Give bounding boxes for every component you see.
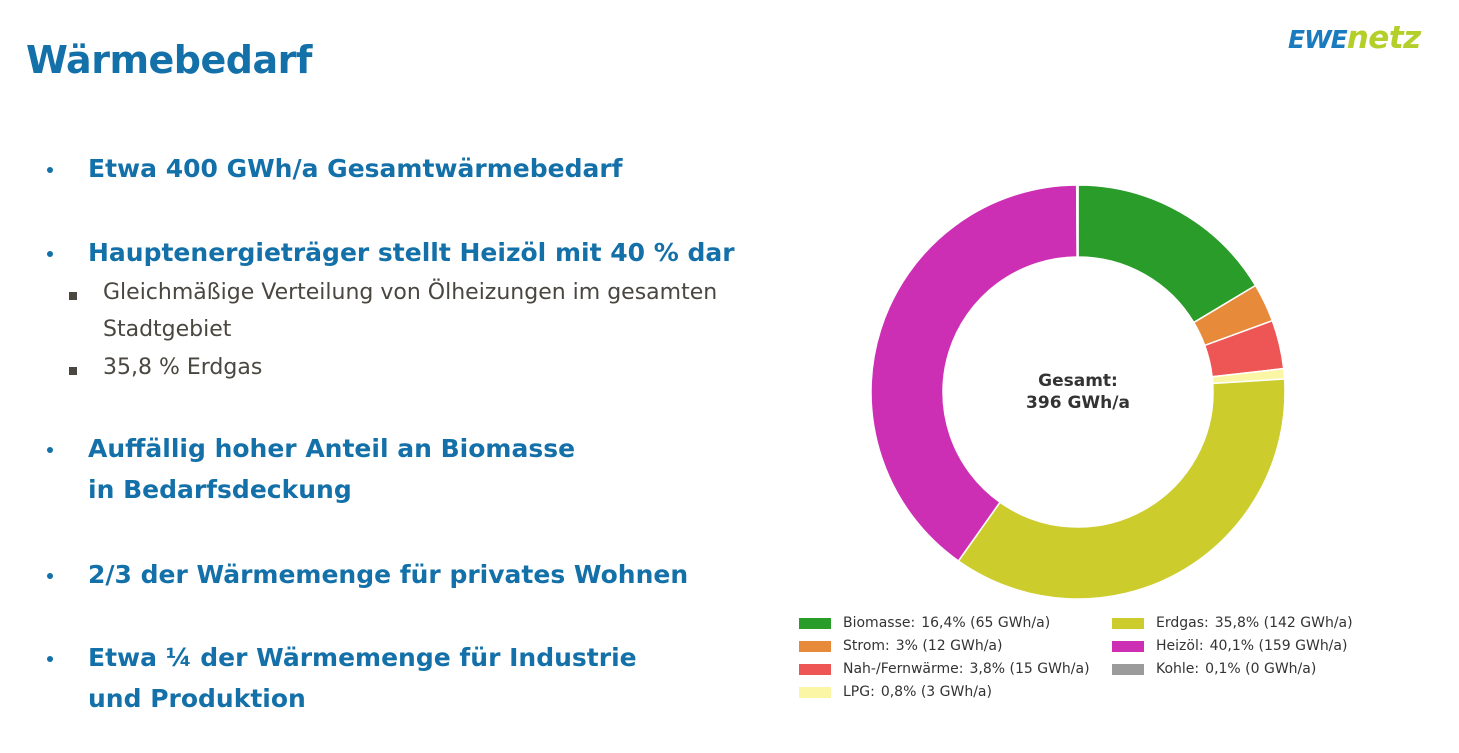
legend-item-strom: Strom: 3% (12 GWh/a) [799,636,1002,656]
legend-label-strom: Strom: [843,638,890,654]
page-title: Wärmebedarf [26,38,312,82]
bullet-biomass-share: Auffällig hoher Anteil an Biomasse in Be… [47,428,608,510]
legend-swatch-nah-fernwärme [799,663,831,675]
center-label-line1: Gesamt: [1038,371,1118,391]
legend-value-biomasse: 16,4% (65 GWh/a) [921,615,1051,631]
donut-slice-heizöl [870,184,1078,563]
legend-label-erdgas: Erdgas: [1156,615,1209,631]
legend-label-nah-fernwärme: Nah-/Fernwärme: [843,661,964,677]
donut-slice-erdgas [957,378,1286,600]
donut-center-label: Gesamt: 396 GWh/a [978,370,1178,414]
legend-value-nah-fernwärme: 3,8% (15 GWh/a) [969,661,1090,677]
legend-swatch-kohle [1112,663,1144,675]
legend-swatch-strom [799,640,831,652]
legend-label-biomasse: Biomasse: [843,615,916,631]
logo-netz-text: netz [1346,20,1421,56]
legend-item-erdgas: Erdgas: 35,8% (142 GWh/a) [1112,613,1353,633]
legend-value-lpg: 0,8% (3 GWh/a) [880,684,992,700]
legend-value-erdgas: 35,8% (142 GWh/a) [1214,615,1353,631]
bullet-total-demand: Etwa 400 GWh/a Gesamtwärmebedarf [47,148,768,189]
legend-label-heizöl: Heizöl: [1156,638,1204,654]
legend-item-kohle: Kohle: 0,1% (0 GWh/a) [1112,659,1316,679]
legend-swatch-lpg [799,686,831,698]
legend-item-nah-fernwärme: Nah-/Fernwärme: 3,8% (15 GWh/a) [799,659,1090,679]
legend-item-heizöl: Heizöl: 40,1% (159 GWh/a) [1112,636,1347,656]
sub-bullet-oil-distribution: Gleichmäßige Verteilung von Ölheizungen … [69,274,763,348]
legend-label-kohle: Kohle: [1156,661,1200,677]
legend-swatch-erdgas [1112,617,1144,629]
bullet-main-carrier: Hauptenergieträger stellt Heizöl mit 40 … [47,232,768,273]
legend-value-strom: 3% (12 GWh/a) [895,638,1003,654]
center-label-line2: 396 GWh/a [1026,393,1130,413]
bullet-industry: Etwa ¼ der Wärmemenge für Industrie und … [47,637,688,719]
bullet-private-living: 2/3 der Wärmemenge für privates Wohnen [47,554,768,595]
legend-item-lpg: LPG: 0,8% (3 GWh/a) [799,682,992,702]
legend-value-kohle: 0,1% (0 GWh/a) [1205,661,1317,677]
legend-item-biomasse: Biomasse: 16,4% (65 GWh/a) [799,613,1050,633]
legend-value-heizöl: 40,1% (159 GWh/a) [1209,638,1348,654]
legend-label-lpg: LPG: [843,684,875,700]
sub-bullet-gas-share: 35,8 % Erdgas [69,349,763,386]
legend-swatch-biomasse [799,617,831,629]
legend-swatch-heizöl [1112,640,1144,652]
ewe-netz-logo: EWEnetz [1288,20,1421,56]
donut-slice-kohle [1075,184,1079,258]
logo-ewe-text: EWE [1288,25,1348,54]
